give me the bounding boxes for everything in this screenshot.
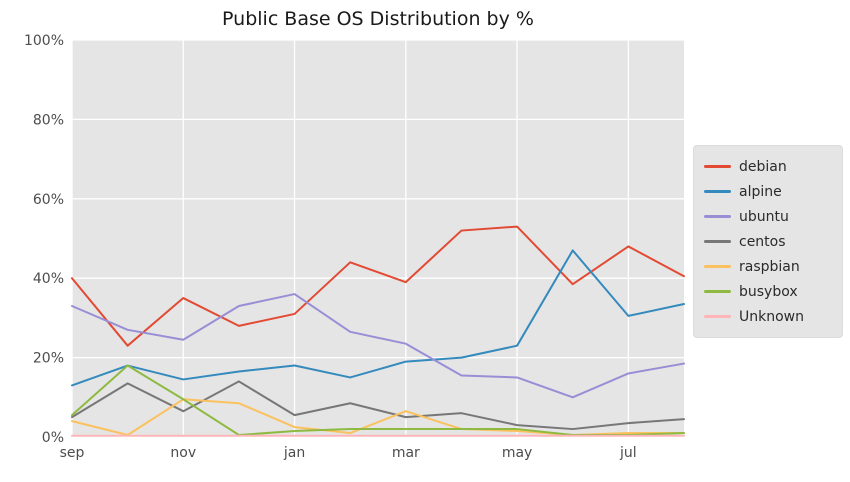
legend-item-alpine: alpine bbox=[704, 179, 832, 204]
y-tick-label: 20% bbox=[33, 351, 64, 367]
legend-swatch-centos bbox=[704, 240, 731, 243]
y-tick-label: 60% bbox=[33, 192, 64, 208]
series-line-debian bbox=[71, 225, 685, 347]
legend-item-busybox: busybox bbox=[704, 279, 832, 304]
legend-item-Unknown: Unknown bbox=[704, 304, 832, 329]
legend-item-debian: debian bbox=[704, 154, 832, 179]
y-tick-label: 100% bbox=[24, 33, 64, 49]
legend-label: raspbian bbox=[739, 258, 800, 275]
chart-title: Public Base OS Distribution by % bbox=[222, 8, 534, 30]
legend-label: centos bbox=[739, 233, 786, 250]
plot-background bbox=[72, 40, 684, 437]
y-tick-label: 0% bbox=[42, 430, 64, 446]
x-tick-label: may bbox=[502, 445, 533, 461]
legend-item-ubuntu: ubuntu bbox=[704, 204, 832, 229]
legend-label: alpine bbox=[739, 183, 782, 200]
x-tick-label: jul bbox=[619, 445, 637, 461]
legend-item-raspbian: raspbian bbox=[704, 254, 832, 279]
legend-label: busybox bbox=[739, 283, 798, 300]
x-tick-label: mar bbox=[392, 445, 420, 461]
y-tick-label: 40% bbox=[33, 271, 64, 287]
legend-swatch-busybox bbox=[704, 290, 731, 293]
x-tick-label: jan bbox=[283, 445, 305, 461]
y-tick-label: 80% bbox=[33, 112, 64, 128]
legend: debian alpine ubuntu centos raspbian busybox U… bbox=[693, 145, 843, 338]
series-line-centos bbox=[71, 380, 685, 431]
legend-swatch-debian bbox=[704, 165, 731, 168]
series-line-alpine bbox=[71, 249, 685, 387]
legend-label: debian bbox=[739, 158, 787, 175]
legend-label: ubuntu bbox=[739, 208, 789, 225]
series-line-ubuntu bbox=[71, 293, 685, 399]
legend-label: Unknown bbox=[739, 308, 804, 325]
legend-swatch-raspbian bbox=[704, 265, 731, 268]
legend-swatch-alpine bbox=[704, 190, 731, 193]
x-tick-label: nov bbox=[170, 445, 196, 461]
legend-swatch-ubuntu bbox=[704, 215, 731, 218]
x-tick-label: sep bbox=[60, 445, 85, 461]
legend-swatch-Unknown bbox=[704, 315, 731, 318]
legend-item-centos: centos bbox=[704, 229, 832, 254]
